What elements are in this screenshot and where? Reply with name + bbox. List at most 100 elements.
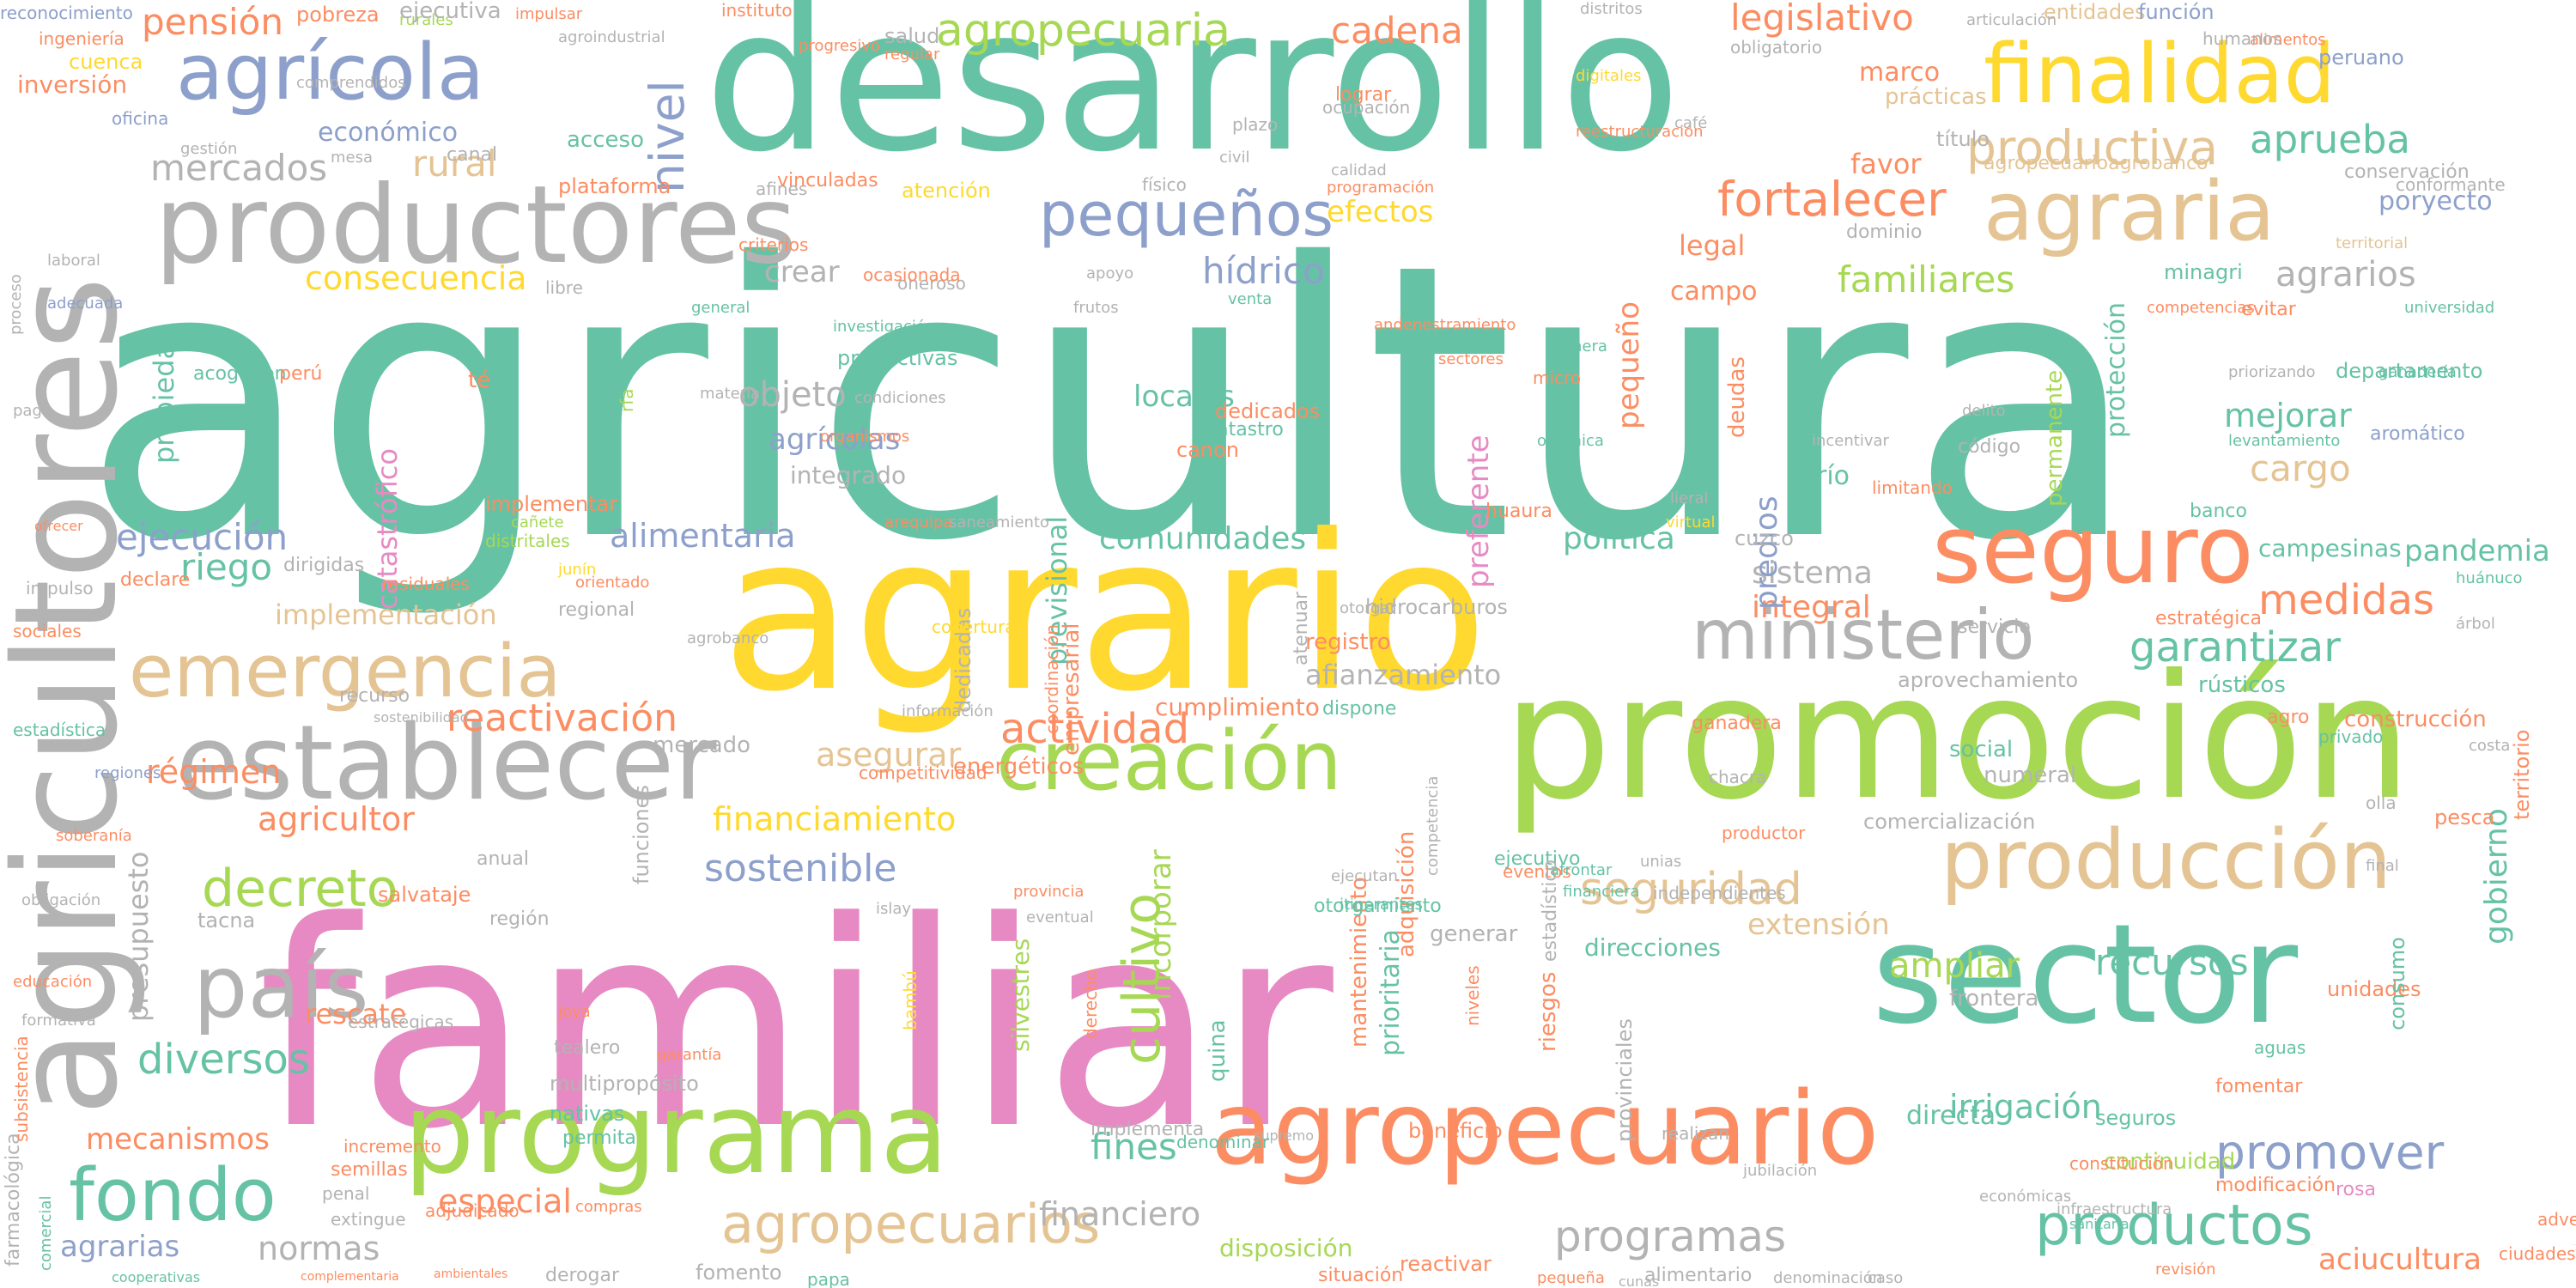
word: plazo [1232,114,1279,135]
word: obligación [21,891,101,909]
word: propiedad [148,325,180,464]
word: protección [2101,302,2131,438]
word: instituto [721,0,793,21]
word: pequeño [1612,301,1646,429]
word: regiones [94,764,161,782]
word: alimentario [1644,1265,1753,1286]
word: finalidad [1984,27,2336,122]
word: territorial [2336,234,2409,252]
word: ganadera [1692,713,1782,734]
word: huaura [1485,501,1552,522]
word: seguro [1932,495,2254,605]
word: aromático [2370,423,2465,445]
word: delito [1962,402,2006,420]
word: implementación [275,598,497,631]
word: riego [180,546,273,588]
word: pobreza [296,3,380,27]
word: empresarial [1059,623,1084,756]
word: unidades [2327,977,2421,1001]
word: vinculadas [777,170,878,191]
word: joya [558,1003,591,1021]
word: entidades [2044,0,2146,24]
word: favor [1850,148,1922,180]
word: agropecuaria [936,5,1231,57]
word: investigación [833,318,936,336]
word: agropecuarioagrobanco [1984,153,2208,174]
word: agrícolas [769,422,901,457]
word: reactivar [1400,1252,1492,1276]
word: sectores [1438,350,1504,368]
word: unias [1640,853,1682,871]
word: información [902,702,993,720]
word: soberanía [56,827,132,845]
word: aprovechamiento [1898,668,2079,692]
word: distritales [485,531,570,551]
word: competitividad [859,762,987,783]
word: financiero [1039,1195,1201,1233]
word: formativa [21,1012,96,1030]
word: saneamiento [949,513,1050,532]
word: sociales [13,621,82,641]
word: atención [902,179,991,203]
word: ingeniería [39,28,125,49]
word: niveles [1462,965,1483,1026]
word: constitución [2069,1153,2174,1174]
word: quina [1205,1019,1230,1082]
word: tacna [197,908,256,933]
word: cuzco [1735,526,1794,550]
word: otorgar [1340,599,1397,617]
word: pensión [142,1,283,43]
word: recursos [2095,941,2249,983]
word: permanente [2042,369,2068,507]
word: té [468,368,491,393]
word: farmacológica [3,1133,24,1267]
word: adquisición [1394,830,1419,957]
word: consecuencia [305,259,527,297]
word: pandemia [2404,534,2550,568]
word: dispone [1322,698,1397,720]
word: generar [1430,921,1518,947]
word: provinciales [1613,1018,1637,1142]
word: régimen [146,753,282,791]
word: incorporar [1144,849,1178,1000]
word: oficina [112,108,169,129]
word: objeto [738,375,847,415]
word: dirigidas [283,555,365,576]
word: mercado [653,732,751,758]
word: adjudicado [425,1200,519,1221]
word: hídrico [1202,250,1325,292]
word: peruano [2318,46,2404,70]
word: reconocimiento [0,3,133,23]
word: agrobanco [687,629,769,647]
word: inversión [17,70,128,99]
word: alimentos [2250,31,2326,49]
word: implementa [1091,1119,1205,1140]
word: irrigación [1949,1088,2102,1126]
word: articulación [1966,11,2057,29]
word: organismos [820,428,910,446]
word: riesgos [1535,971,1561,1052]
word: familiar [258,861,1334,1191]
word: crear [764,255,840,289]
word: priorizando [2228,363,2316,381]
word: sector [1872,894,2299,1054]
word: salvataje [378,883,471,907]
word: orgánica [1537,432,1604,450]
word: gestión [180,140,238,158]
word: dominio [1846,222,1923,243]
word: aguas [2254,1037,2306,1058]
word: programa [404,1068,949,1199]
word: venta [1228,290,1273,308]
word: diversos [137,1036,310,1084]
word: locales [1133,380,1235,414]
word: coordinación [1042,624,1062,734]
word: realizan [1662,1123,1729,1144]
word: canon [1176,438,1240,462]
word: afines [756,179,808,199]
word: declare [120,569,191,591]
word: derecho [1080,969,1101,1039]
word: acceso [567,127,644,153]
word: seguros [2095,1106,2177,1130]
word: ejecutivo [1494,848,1581,870]
word: revisión [2155,1261,2216,1279]
